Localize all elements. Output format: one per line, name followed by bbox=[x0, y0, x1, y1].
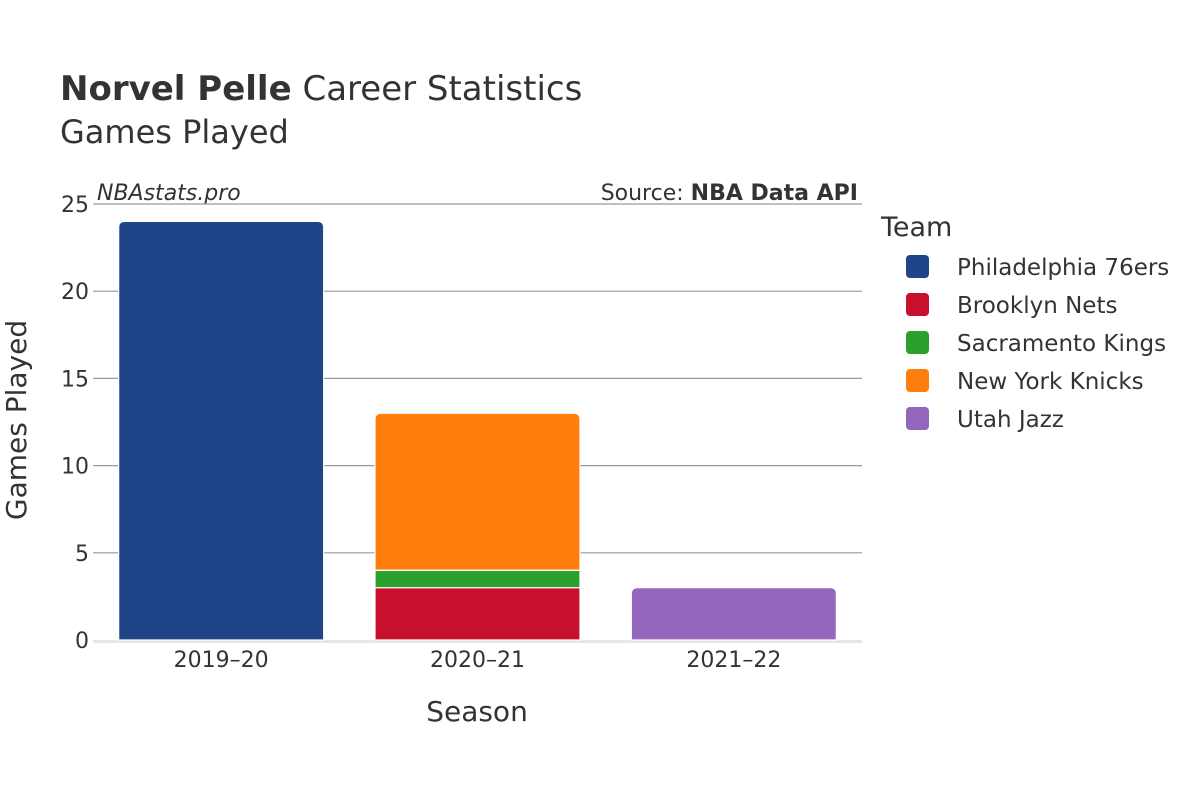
legend-item[interactable]: Philadelphia 76ers bbox=[906, 255, 1169, 281]
y-tick-label: 0 bbox=[75, 629, 89, 654]
x-tick-label: 2021–22 bbox=[686, 648, 781, 673]
legend-item[interactable]: Utah Jazz bbox=[906, 407, 1064, 433]
legend-title: Team bbox=[880, 212, 952, 243]
legend-swatch bbox=[906, 255, 929, 278]
bar-segment-new-york-knicks bbox=[374, 412, 581, 571]
legend-swatch bbox=[906, 293, 929, 316]
legend-swatch bbox=[906, 331, 929, 354]
bar-segment-sacramento-kings bbox=[374, 569, 581, 589]
title-suffix: Career Statistics bbox=[302, 69, 582, 109]
x-axis-ticks: 2019–20 2020–21 2021–22 bbox=[174, 648, 782, 673]
legend-item[interactable]: Sacramento Kings bbox=[906, 331, 1166, 357]
bar-segment-philadelphia-76ers bbox=[118, 220, 325, 641]
y-tick-label: 20 bbox=[61, 280, 89, 305]
legend-swatch bbox=[906, 369, 929, 392]
y-tick-label: 5 bbox=[75, 542, 89, 567]
chart-title: Norvel Pelle Career Statistics bbox=[60, 69, 582, 109]
legend-item[interactable]: Brooklyn Nets bbox=[906, 293, 1117, 319]
x-tick-label: 2020–21 bbox=[430, 648, 525, 673]
x-tick-label: 2019–20 bbox=[174, 648, 269, 673]
legend-label: Utah Jazz bbox=[957, 407, 1064, 433]
y-tick-label: 25 bbox=[61, 193, 89, 218]
bars bbox=[118, 220, 837, 641]
y-tick-label: 10 bbox=[61, 455, 89, 480]
legend-swatch bbox=[906, 407, 929, 430]
source-credit: Source: NBA Data API bbox=[601, 181, 858, 206]
legend-label: New York Knicks bbox=[957, 369, 1144, 395]
y-tick-label: 15 bbox=[61, 367, 89, 392]
legend-label: Brooklyn Nets bbox=[957, 293, 1117, 319]
player-name: Norvel Pelle bbox=[60, 69, 292, 109]
x-axis-title: Season bbox=[426, 695, 528, 728]
source-prefix: Source: bbox=[601, 181, 691, 206]
bar-segment-brooklyn-nets bbox=[374, 587, 581, 641]
legend-item[interactable]: New York Knicks bbox=[906, 369, 1144, 395]
y-axis-title: Games Played bbox=[0, 320, 33, 520]
legend-label: Sacramento Kings bbox=[957, 331, 1166, 357]
y-axis-ticks: 0 5 10 15 20 25 bbox=[61, 193, 89, 654]
legend-label: Philadelphia 76ers bbox=[957, 255, 1169, 281]
bar-segment-utah-jazz bbox=[630, 587, 837, 641]
source-name: NBA Data API bbox=[691, 181, 858, 206]
chart-subtitle: Games Played bbox=[60, 113, 289, 151]
legend: Philadelphia 76ers Brooklyn Nets Sacrament… bbox=[906, 255, 1169, 433]
watermark: NBAstats.pro bbox=[97, 181, 241, 206]
